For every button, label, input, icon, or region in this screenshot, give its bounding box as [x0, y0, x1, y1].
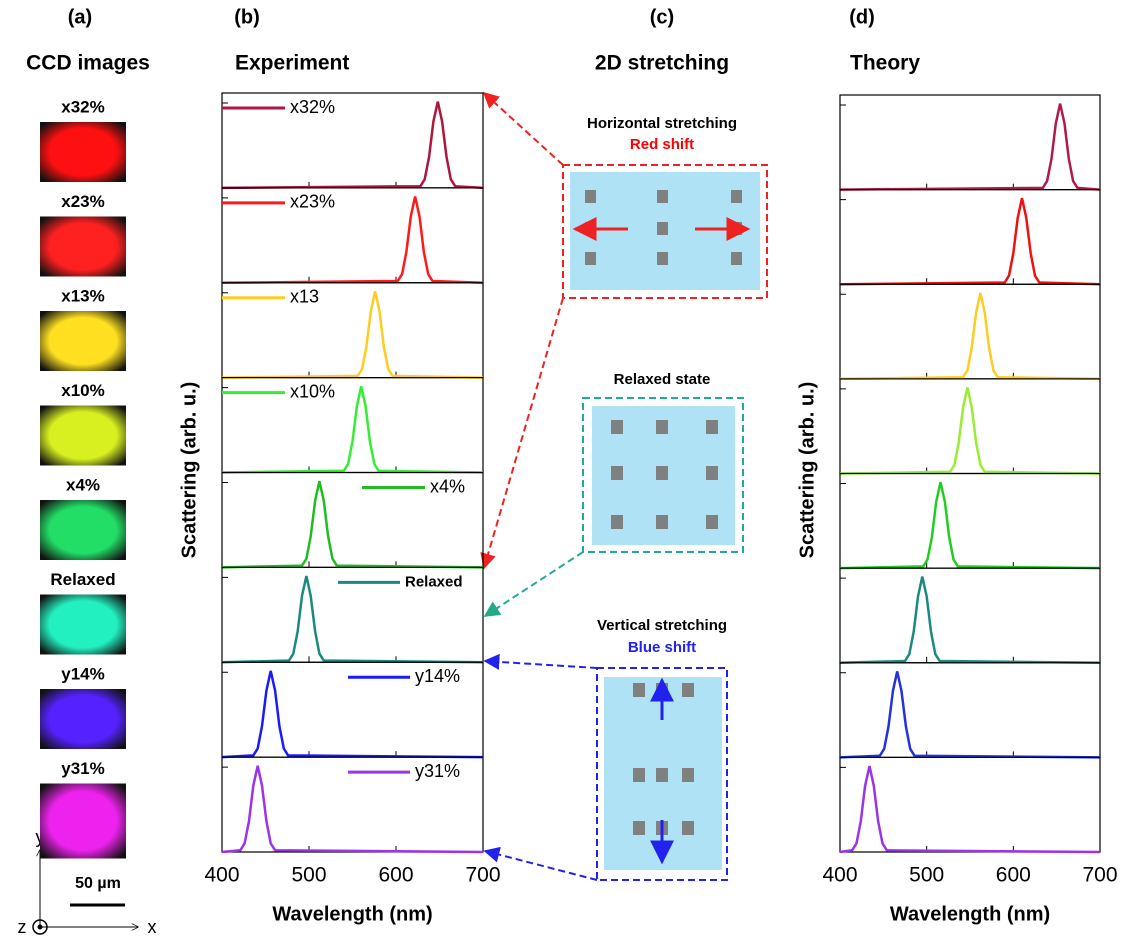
diagram-title: Vertical stretching [597, 617, 727, 634]
panel-label: (b) [234, 6, 260, 28]
spectrum [222, 291, 483, 377]
x-tick-label: 600 [996, 864, 1031, 887]
legend-label: y14% [415, 666, 460, 686]
ccd-image [40, 406, 126, 466]
image-label: x23% [61, 192, 104, 211]
chart-title: Experiment [235, 52, 349, 75]
x-tick-label: 400 [822, 864, 857, 887]
panel-label: (a) [68, 6, 92, 28]
image-label: x13% [61, 286, 104, 305]
ccd-image [40, 689, 126, 749]
ccd-image [40, 784, 126, 859]
axis-x: x [148, 917, 157, 937]
subplot-frame [840, 284, 1100, 379]
spectrum [222, 102, 483, 188]
subplot-frame [840, 757, 1100, 852]
x-tick-label: 500 [291, 864, 326, 887]
diagram-title: Horizontal stretching [587, 115, 737, 132]
subplot-frame [840, 663, 1100, 758]
ccd-image [40, 311, 126, 371]
z-axis-dot [38, 925, 43, 930]
spectrum [840, 482, 1100, 568]
subplot-frame [840, 474, 1100, 569]
panel-title: CCD images [26, 52, 150, 75]
ccd-image [40, 217, 126, 277]
ccd-image [40, 500, 126, 560]
axis-z: z [18, 917, 27, 937]
image-label: x4% [66, 475, 100, 494]
legend-label: x32% [290, 97, 335, 117]
y-axis-label: Scattering (arb. u.) [178, 382, 200, 559]
spectrum [840, 766, 1100, 852]
legend-label: x23% [290, 192, 335, 212]
y-axis-label: Scattering (arb. u.) [796, 382, 818, 559]
panel-label: (d) [849, 6, 875, 28]
spectrum [222, 386, 483, 472]
spectrum [222, 197, 483, 283]
legend-label: x10% [290, 381, 335, 401]
image-label: x32% [61, 97, 104, 116]
legend-label: x4% [430, 476, 465, 496]
connector [485, 851, 597, 880]
connector [485, 552, 583, 616]
panel-title: 2D stretching [595, 52, 729, 75]
spectrum [840, 671, 1100, 757]
x-tick-label: 500 [909, 864, 944, 887]
x-tick-label: 700 [1082, 864, 1117, 887]
diagram-shift: Red shift [630, 136, 694, 153]
x-tick-label: 600 [378, 864, 413, 887]
image-label: y31% [61, 759, 104, 778]
x-tick-label: 700 [465, 864, 500, 887]
ccd-image [40, 595, 126, 655]
connector [484, 93, 563, 165]
image-label: x10% [61, 381, 104, 400]
spectrum [840, 388, 1100, 474]
x-tick-label: 400 [204, 864, 239, 887]
image-label: Relaxed [50, 570, 115, 589]
subplot-frame [840, 190, 1100, 285]
spectrum [840, 104, 1100, 190]
spectrum [840, 293, 1100, 379]
subplot-frame [840, 379, 1100, 474]
connector [484, 298, 563, 568]
scale-bar-label: 50 µm [75, 875, 121, 892]
panel-label: (c) [650, 6, 674, 28]
legend-label: x13 [290, 287, 319, 307]
spectrum [840, 577, 1100, 663]
legend-label: y31% [415, 761, 460, 781]
x-axis-label: Wavelength (nm) [272, 903, 432, 925]
legend-label: Relaxed [405, 573, 463, 590]
chart-title: Theory [850, 52, 920, 75]
x-axis-label: Wavelength (nm) [890, 903, 1050, 925]
image-label: y14% [61, 664, 104, 683]
figure: (a) CCD images (c) 2D stretching y x z 5… [0, 0, 1130, 941]
diagram-title: Relaxed state [614, 371, 711, 388]
connector [485, 661, 597, 668]
spectrum [840, 198, 1100, 284]
subplot-frame [840, 568, 1100, 663]
ccd-image [40, 122, 126, 182]
diagram-shift: Blue shift [628, 639, 696, 656]
